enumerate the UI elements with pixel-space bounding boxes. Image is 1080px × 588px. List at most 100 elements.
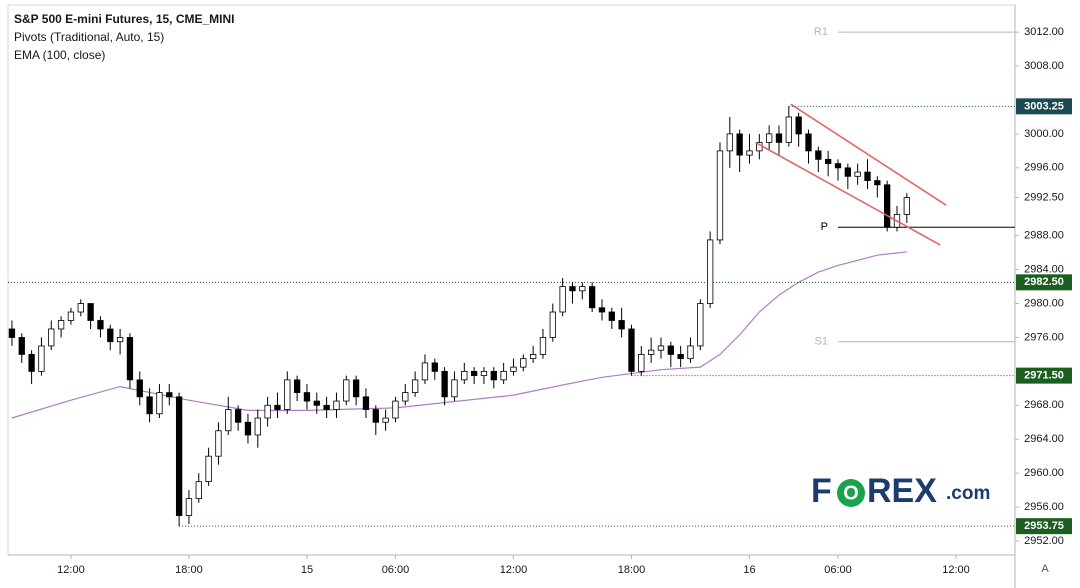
candle-body (67, 311, 75, 321)
candle-body (107, 328, 114, 343)
candle-body (716, 150, 724, 241)
indicator-label: Pivots (Traditional, Auto, 15) (14, 30, 164, 44)
trendline (754, 141, 941, 246)
candle-body (559, 286, 566, 313)
candle-body (77, 303, 84, 313)
candle-body (706, 239, 714, 304)
candle-body (362, 396, 370, 410)
price-label-box (1016, 274, 1072, 291)
pivot-label: P (821, 221, 828, 233)
price-label-box (1016, 367, 1072, 384)
x-tick-label: 12:00 (57, 564, 85, 576)
candle-body (647, 349, 655, 355)
candle-body (97, 320, 104, 330)
candle-body (343, 379, 350, 402)
candle-body (156, 392, 163, 415)
candle-body (48, 328, 55, 347)
price-label: 2982.50 (1024, 276, 1064, 288)
candle-body (461, 370, 468, 381)
candle-body (854, 171, 861, 177)
candle-body (529, 354, 537, 360)
candle-body (392, 400, 399, 419)
candle-body (815, 150, 822, 160)
y-tick-label: 2984.00 (1024, 264, 1064, 276)
y-tick-label: 2964.00 (1024, 433, 1064, 445)
candle-body (726, 133, 733, 152)
candle-body (225, 409, 232, 432)
candle-body (569, 286, 576, 292)
price-label: 2971.50 (1024, 370, 1064, 382)
candle-body (431, 362, 438, 372)
price-label-box (1016, 98, 1072, 115)
candle-body (549, 311, 556, 338)
logo-circle (837, 479, 865, 507)
candle-body (579, 286, 586, 292)
candle-body (490, 370, 497, 381)
candle-body (166, 392, 173, 398)
candle-body (687, 345, 694, 360)
candle-body (126, 337, 134, 381)
logo: F O REX .com (811, 472, 990, 510)
y-tick-label: 2996.00 (1024, 162, 1064, 174)
candle-body (323, 404, 330, 410)
x-tick-label: 12:00 (500, 564, 528, 576)
y-tick-label: 2956.00 (1024, 501, 1064, 513)
candle-body (116, 337, 124, 343)
price-label-box (1016, 518, 1072, 535)
candle-body (421, 362, 429, 381)
candle-body (677, 354, 684, 360)
candle-body (284, 379, 291, 410)
candle-body (372, 409, 379, 423)
y-tick-label: 2992.50 (1024, 191, 1064, 203)
candle-body (87, 303, 94, 321)
x-tick-label: 06:00 (382, 564, 410, 576)
candle-body (834, 163, 842, 169)
candle-body (146, 396, 153, 415)
trendline (790, 103, 947, 206)
logo-text: F (811, 472, 832, 510)
candle-body (844, 167, 851, 177)
candle-body (884, 184, 891, 228)
candle-body (825, 158, 832, 164)
pivot-label: S1 (815, 336, 828, 348)
y-tick-label: 2968.00 (1024, 399, 1064, 411)
candle-body (618, 320, 625, 330)
candle-body (18, 337, 25, 355)
candle-body (470, 370, 478, 377)
x-tick-label: 18:00 (618, 564, 646, 576)
candle-body (775, 133, 783, 143)
y-tick-label: 2976.00 (1024, 331, 1064, 343)
candle-body (638, 354, 645, 372)
candle-body (254, 417, 261, 436)
candle-body (8, 328, 16, 338)
candle-body (864, 171, 871, 181)
candle-body (195, 481, 202, 500)
candle-body (136, 379, 143, 398)
x-tick-label: 18:00 (175, 564, 203, 576)
candle-body (785, 116, 792, 143)
chart-title: S&P 500 E-mini Futures, 15, CME_MINI (14, 12, 235, 26)
candle-body (874, 180, 881, 186)
indicator-label: EMA (100, close) (14, 48, 105, 62)
candle-body (608, 311, 615, 321)
candle-body (244, 421, 252, 436)
price-label: 3003.25 (1024, 100, 1064, 112)
candle-body (480, 370, 488, 377)
candle-body (313, 400, 320, 406)
candle-body (598, 307, 606, 313)
y-tick-label: 3008.00 (1024, 60, 1064, 72)
candle-body (903, 197, 910, 215)
candle-body (28, 354, 35, 372)
candle-body (402, 392, 409, 402)
candle-body (795, 116, 802, 135)
y-tick-label: 3000.00 (1024, 128, 1064, 140)
x-tick-label: 16 (743, 564, 755, 576)
candle-body (382, 417, 389, 423)
y-tick-label: 2980.00 (1024, 297, 1064, 309)
ema-line (11, 251, 907, 419)
auto-scale-button[interactable]: A (1041, 563, 1049, 575)
pivot-label: R1 (814, 26, 828, 38)
candle-body (264, 404, 271, 419)
candle-body (234, 409, 242, 423)
